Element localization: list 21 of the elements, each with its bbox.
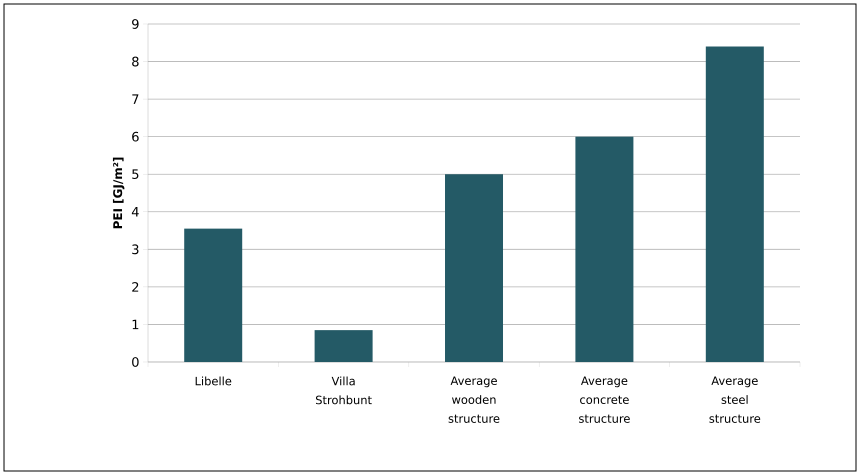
y-tick-label: 8 bbox=[132, 56, 139, 66]
x-tick-label: Average wooden structure bbox=[448, 376, 500, 423]
y-tick-label: 3 bbox=[132, 244, 138, 254]
x-tick-label: Libelle bbox=[196, 376, 232, 386]
y-tick-label: 9 bbox=[132, 19, 139, 29]
y-tick-label: 7 bbox=[132, 94, 138, 104]
y-axis-title: PEI [GJ/m²] bbox=[112, 158, 124, 228]
y-tick-label: 0 bbox=[132, 357, 139, 367]
y-tick-label: 5 bbox=[132, 169, 138, 180]
y-tick-label: 4 bbox=[132, 207, 139, 216]
bar bbox=[184, 228, 242, 362]
y-tick-label: 6 bbox=[132, 132, 139, 142]
x-tick-label: Average steel structure bbox=[709, 376, 760, 423]
y-tick-label: 2 bbox=[132, 282, 138, 292]
bar bbox=[445, 174, 504, 362]
bar bbox=[706, 46, 764, 362]
x-tick-label: Average concrete structure bbox=[579, 376, 630, 423]
bar bbox=[575, 136, 634, 362]
x-tick-label: Villa Strohbunt bbox=[316, 376, 372, 404]
y-tick-label: 1 bbox=[132, 320, 138, 330]
bar bbox=[314, 330, 373, 362]
